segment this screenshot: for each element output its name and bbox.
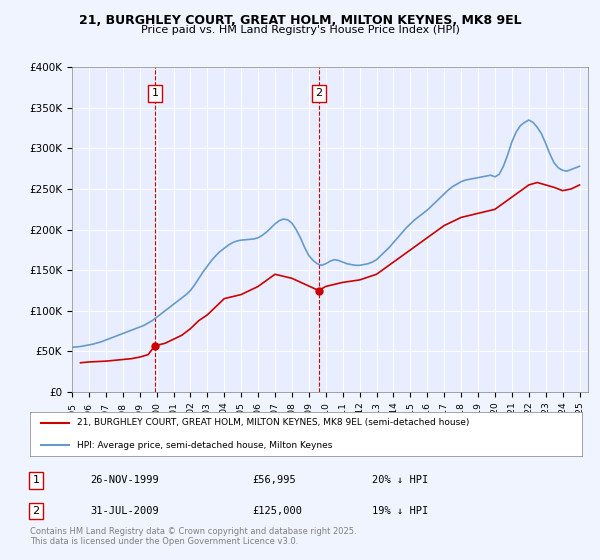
Text: 31-JUL-2009: 31-JUL-2009	[90, 506, 159, 516]
Text: HPI: Average price, semi-detached house, Milton Keynes: HPI: Average price, semi-detached house,…	[77, 441, 332, 450]
Text: 19% ↓ HPI: 19% ↓ HPI	[372, 506, 428, 516]
Text: Contains HM Land Registry data © Crown copyright and database right 2025.
This d: Contains HM Land Registry data © Crown c…	[30, 526, 356, 546]
Text: Price paid vs. HM Land Registry's House Price Index (HPI): Price paid vs. HM Land Registry's House …	[140, 25, 460, 35]
Text: 2: 2	[315, 88, 322, 98]
Text: 21, BURGHLEY COURT, GREAT HOLM, MILTON KEYNES, MK8 9EL (semi-detached house): 21, BURGHLEY COURT, GREAT HOLM, MILTON K…	[77, 418, 469, 427]
Text: 1: 1	[151, 88, 158, 98]
Text: 1: 1	[32, 475, 40, 485]
Text: 21, BURGHLEY COURT, GREAT HOLM, MILTON KEYNES, MK8 9EL: 21, BURGHLEY COURT, GREAT HOLM, MILTON K…	[79, 14, 521, 27]
Text: 20% ↓ HPI: 20% ↓ HPI	[372, 475, 428, 485]
Text: 2: 2	[32, 506, 40, 516]
Text: £56,995: £56,995	[252, 475, 296, 485]
Text: 26-NOV-1999: 26-NOV-1999	[90, 475, 159, 485]
Text: £125,000: £125,000	[252, 506, 302, 516]
